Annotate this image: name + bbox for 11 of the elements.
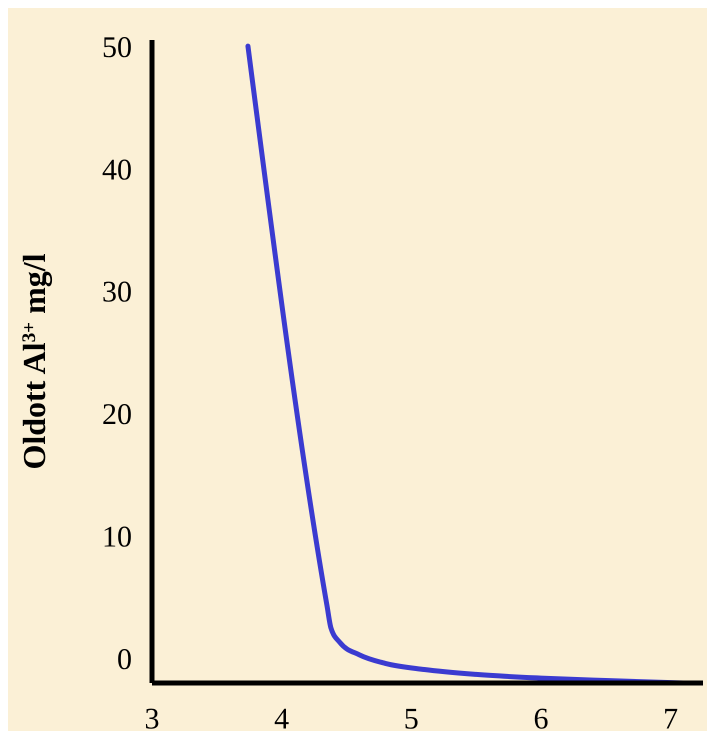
y-tick-label: 30 [102,276,132,309]
y-tick-label: 40 [102,153,132,186]
x-tick-label: 6 [533,702,548,736]
x-tick-label: 5 [404,702,419,736]
y-tick-label: 50 [102,30,132,64]
y-tick-label: 10 [102,520,132,554]
y-tick-label: 20 [102,398,132,432]
x-tick-label: 7 [663,702,678,736]
x-tick-label: 3 [144,702,160,736]
x-tick-label: 4 [274,702,290,736]
y-tick-label: 0 [117,643,132,676]
